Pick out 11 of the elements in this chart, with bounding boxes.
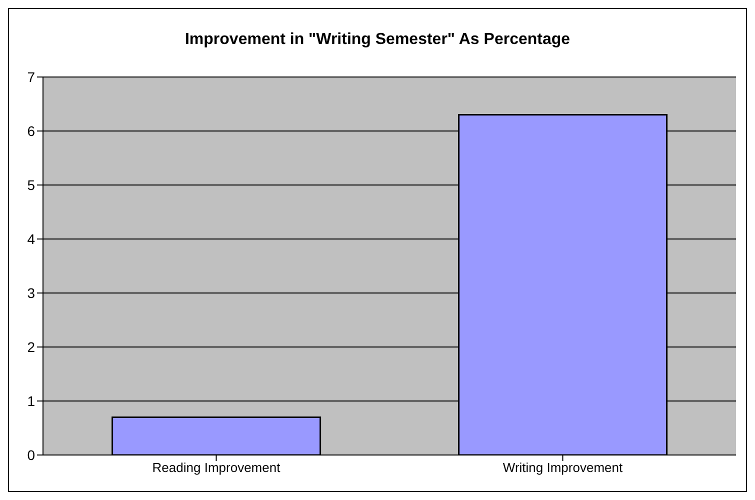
y-tick-label: 1 (27, 392, 36, 409)
y-tick-label: 0 (27, 446, 36, 463)
y-tick-label: 3 (27, 284, 36, 301)
y-tick-label: 7 (27, 68, 36, 85)
x-tick-label: Writing Improvement (502, 460, 623, 476)
y-tick-label: 5 (27, 176, 36, 193)
y-tick-label: 4 (27, 230, 36, 247)
x-tick-label: Reading Improvement (152, 460, 281, 476)
y-tick-label: 2 (27, 338, 36, 355)
y-tick-label: 6 (27, 122, 36, 139)
chart-title: Improvement in "Writing Semester" As Percentage (184, 31, 572, 49)
